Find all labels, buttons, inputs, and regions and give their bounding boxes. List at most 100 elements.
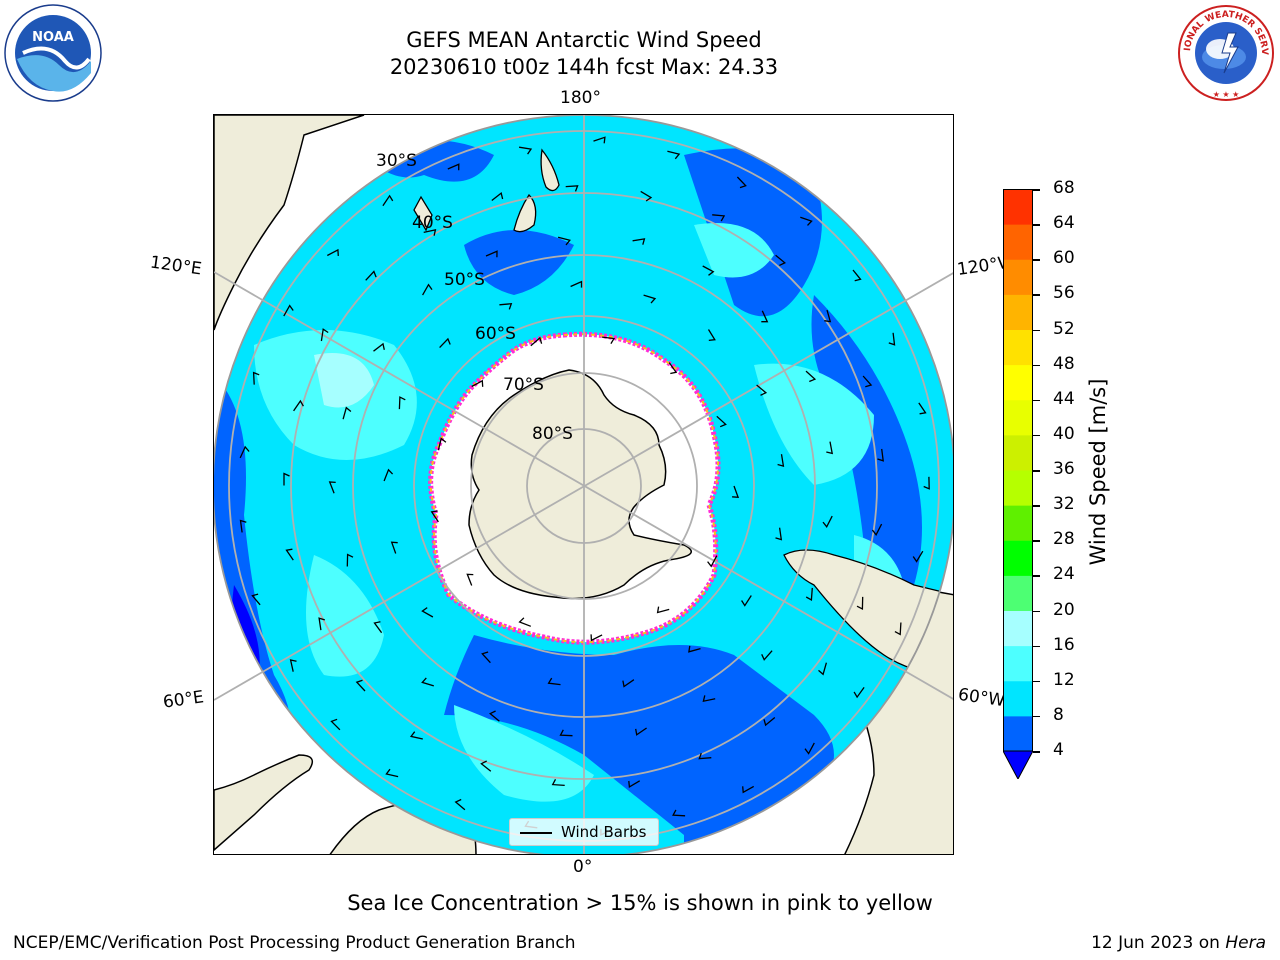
wind-barb <box>293 399 304 412</box>
colorbar-tick <box>1033 715 1040 718</box>
colorbar-tick-label: 44 <box>1053 388 1075 409</box>
wind-barb <box>559 729 573 737</box>
colorbar-tick-label: 20 <box>1053 599 1075 620</box>
wind-barb <box>742 785 755 794</box>
wind-barb <box>732 485 740 499</box>
colorbar-tick <box>1033 610 1040 612</box>
wind-barb <box>862 375 873 388</box>
colorbar-segment <box>1003 505 1033 541</box>
colorbar-segment <box>1003 645 1033 682</box>
wind-barb <box>283 304 294 317</box>
tasmania <box>413 195 433 232</box>
sea-ice-footnote: Sea Ice Concentration > 15% is shown in … <box>347 891 933 915</box>
wind-barb <box>326 248 339 257</box>
wind-barb <box>551 778 565 787</box>
colorbar-tick <box>1033 259 1040 261</box>
colorbar-tick <box>1033 294 1040 296</box>
wind-barb <box>547 677 561 686</box>
chart-title: GEFS MEAN Antarctic Wind Speed <box>406 28 762 52</box>
wind-barb <box>628 780 641 788</box>
date-stamp-machine: Hera <box>1225 933 1266 953</box>
lon-label-0: 0° <box>573 857 593 877</box>
colorbar-tick-label: 56 <box>1053 283 1075 304</box>
colorbar <box>1003 189 1033 779</box>
wind-barb <box>656 606 670 614</box>
legend-label: Wind Barbs <box>561 823 647 841</box>
wind-barb <box>702 695 716 703</box>
wind-barb <box>804 742 815 755</box>
wind-barb <box>824 309 832 323</box>
wind-barb <box>672 809 686 817</box>
lon-label-60w: 60°W <box>956 684 1007 712</box>
wind-barb <box>485 250 498 258</box>
wind-barb <box>252 371 260 385</box>
wind-barb <box>330 718 341 731</box>
colorbar-segment <box>1003 610 1033 647</box>
wind-barb <box>239 519 247 533</box>
wind-barb <box>346 553 354 567</box>
wind-barb <box>805 370 817 383</box>
wind-barb <box>640 190 653 202</box>
wind-barb <box>912 550 924 563</box>
colorbar-tick-label: 16 <box>1053 634 1075 655</box>
wind-barb <box>499 302 513 310</box>
wind-barb <box>622 679 635 688</box>
noaa-logo: NOAA <box>4 4 102 102</box>
wind-barb <box>491 191 504 202</box>
lat-label-40s: 40°S <box>412 213 453 233</box>
colorbar-tick-label: 48 <box>1053 353 1075 374</box>
colorbar-tick-label: 36 <box>1053 459 1075 479</box>
wind-barb <box>518 146 533 155</box>
wind-barb <box>852 269 862 282</box>
colorbar-tick <box>1033 470 1040 472</box>
wind-barb <box>285 548 294 561</box>
wind-barb <box>489 710 500 722</box>
wind-barb <box>853 687 865 699</box>
wind-barb <box>688 645 701 653</box>
lon-label-180: 180° <box>560 88 601 108</box>
wind-barbs <box>239 136 930 836</box>
colorbar-tick <box>1033 540 1040 542</box>
wind-barb <box>712 214 726 222</box>
colorbar-tick <box>1033 505 1040 507</box>
wind-barb <box>320 328 329 342</box>
lon-label-120e: 120°E <box>148 252 203 280</box>
lat-label-70s: 70°S <box>503 375 544 395</box>
wind-barb <box>635 727 647 736</box>
colorbar-tick-label: 52 <box>1053 318 1075 339</box>
colorbar-segment <box>1003 259 1033 295</box>
wind-barb <box>826 441 834 455</box>
wind-barb <box>530 336 543 347</box>
colorbar-tick-label: 40 <box>1053 423 1075 444</box>
colorbar-segment <box>1003 470 1033 506</box>
colorbar-tick-label: 4 <box>1053 740 1064 760</box>
colorbar-tick-label: 60 <box>1053 248 1075 269</box>
wind-barb <box>471 379 484 388</box>
wind-barb <box>702 265 715 276</box>
wind-barb <box>923 476 930 490</box>
lon-label-60e: 60°E <box>161 687 206 713</box>
wind-barb <box>775 527 783 541</box>
colorbar-tick <box>1033 680 1040 683</box>
wind-barb <box>447 163 460 171</box>
wind-barb <box>251 593 261 606</box>
map-legend: Wind Barbs <box>509 818 659 846</box>
wind-barb <box>239 445 250 459</box>
wind-barb <box>439 337 451 349</box>
colorbar-tick-label: 28 <box>1053 529 1075 550</box>
wind-barb <box>518 617 532 627</box>
wind-barb <box>805 587 813 601</box>
wind-barb <box>430 510 439 523</box>
wind-barb <box>557 236 571 246</box>
wind-barb <box>668 362 678 375</box>
wind-barb-legend-icon <box>520 832 552 834</box>
wind-barb <box>775 254 786 266</box>
lat-label-30s: 30°S <box>376 151 417 171</box>
wind-barb <box>667 150 681 160</box>
wind-barb <box>593 136 606 144</box>
date-stamp-prefix: 12 Jun 2023 on <box>1091 933 1226 953</box>
wind-barb <box>800 216 813 226</box>
wind-barb <box>382 194 394 207</box>
wind-barb <box>437 437 447 451</box>
new-zealand <box>513 148 560 233</box>
